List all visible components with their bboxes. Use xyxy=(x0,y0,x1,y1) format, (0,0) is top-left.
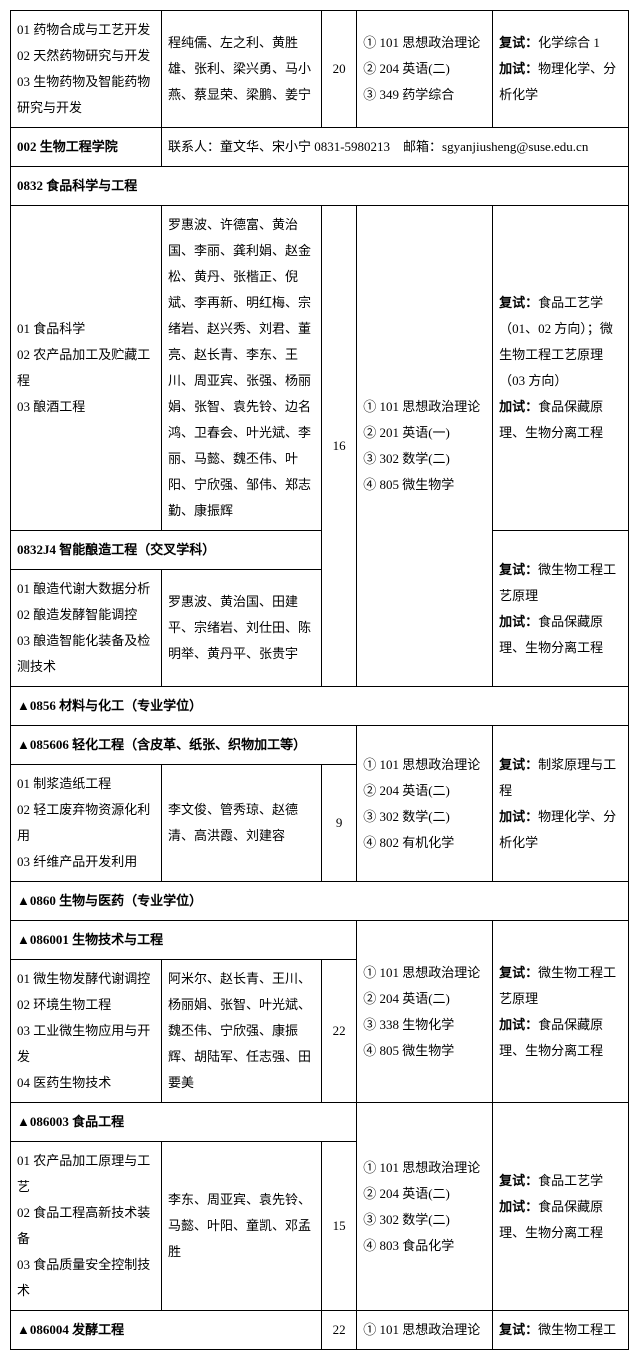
cell-text: ① 101 思想政治理论 xyxy=(363,1322,480,1337)
table-row: ▲0856 材料与化工（专业学位） xyxy=(11,687,629,726)
cell-text: ① 101 思想政治理论② 204 英语(二)③ 302 数学(二)④ 802 … xyxy=(363,757,480,850)
major-cell: ▲086004 发酵工程 xyxy=(11,1311,322,1350)
cell-text: 002 生物工程学院 xyxy=(17,139,118,154)
table-row: 002 生物工程学院 联系人：童文华、宋小宁 0831-5980213 邮箱：s… xyxy=(11,128,629,167)
cell-text: 李文俊、管秀琼、赵德清、高洪霞、刘建容 xyxy=(168,802,298,843)
faculty-cell: 罗惠波、许德富、黄治国、李丽、龚利娟、赵金松、黄丹、张楷正、倪斌、李再新、明红梅… xyxy=(161,206,321,531)
quota-cell: 20 xyxy=(322,11,357,128)
cell-text: ① 101 思想政治理论② 204 英语(二)③ 349 药学综合 xyxy=(363,35,480,102)
quota-cell: 22 xyxy=(322,960,357,1103)
major-cell: ▲086003 食品工程 xyxy=(11,1103,357,1142)
faculty-cell: 李文俊、管秀琼、赵德清、高洪霞、刘建容 xyxy=(161,765,321,882)
table-row: ▲085606 轻化工程（含皮革、纸张、织物加工等） ① 101 思想政治理论②… xyxy=(11,726,629,765)
retest-cell: 复试：制浆原理与工程加试：物理化学、分析化学 xyxy=(493,726,629,882)
subjects-cell: ① 101 思想政治理论② 204 英语(二)③ 302 数学(二)④ 803 … xyxy=(357,1103,493,1311)
cell-text: 复试：微生物工程工艺原理加试：食品保藏原理、生物分离工程 xyxy=(499,562,616,655)
cell-text: ① 101 思想政治理论② 201 英语(一)③ 302 数学(二)④ 805 … xyxy=(363,399,480,492)
cell-text: 01 微生物发酵代谢调控02 环境生物工程03 工业微生物应用与开发04 医药生… xyxy=(17,971,150,1090)
major-cell: ▲0860 生物与医药（专业学位） xyxy=(11,882,629,921)
major-cell: ▲0856 材料与化工（专业学位） xyxy=(11,687,629,726)
cell-text: 20 xyxy=(333,61,346,76)
table-row: ▲086001 生物技术与工程 ① 101 思想政治理论② 204 英语(二)③… xyxy=(11,921,629,960)
cell-text: 01 药物合成与工艺开发02 天然药物研究与开发03 生物药物及智能药物研究与开… xyxy=(17,22,150,115)
quota-cell: 16 xyxy=(322,206,357,687)
cell-text: 阿米尔、赵长青、王川、杨丽娟、张智、叶光斌、魏丕伟、宁欣强、康振辉、胡陆军、任志… xyxy=(168,971,311,1090)
table-row: 01 药物合成与工艺开发02 天然药物研究与开发03 生物药物及智能药物研究与开… xyxy=(11,11,629,128)
directions-cell: 01 药物合成与工艺开发02 天然药物研究与开发03 生物药物及智能药物研究与开… xyxy=(11,11,162,128)
subjects-cell: ① 101 思想政治理论② 204 英语(二)③ 338 生物化学④ 805 微… xyxy=(357,921,493,1103)
table-row: 0832J4 智能酿造工程（交叉学科） 复试：微生物工程工艺原理加试：食品保藏原… xyxy=(11,531,629,570)
cell-text: 01 酿造代谢大数据分析02 酿造发酵智能调控03 酿造智能化装备及检测技术 xyxy=(17,581,150,674)
directions-cell: 01 制浆造纸工程02 轻工废弃物资源化利用03 纤维产品开发利用 xyxy=(11,765,162,882)
program-table: 01 药物合成与工艺开发02 天然药物研究与开发03 生物药物及智能药物研究与开… xyxy=(10,10,629,1350)
cell-text: 01 制浆造纸工程02 轻工废弃物资源化利用03 纤维产品开发利用 xyxy=(17,776,150,869)
cell-text: 0832J4 智能酿造工程（交叉学科） xyxy=(17,542,215,557)
table-row: ▲086003 食品工程 ① 101 思想政治理论② 204 英语(二)③ 30… xyxy=(11,1103,629,1142)
cell-text: 李东、周亚宾、袁先铃、马懿、叶阳、童凯、邓孟胜 xyxy=(168,1192,311,1259)
subjects-cell: ① 101 思想政治理论② 204 英语(二)③ 302 数学(二)④ 802 … xyxy=(357,726,493,882)
cell-text: ▲086001 生物技术与工程 xyxy=(17,932,163,947)
contact-cell: 联系人：童文华、宋小宁 0831-5980213 邮箱：sgyanjiushen… xyxy=(161,128,628,167)
cell-text: 复试：微生物工程工 xyxy=(499,1322,616,1337)
major-cell: 0832 食品科学与工程 xyxy=(11,167,629,206)
cell-text: 复试：食品工艺学加试：食品保藏原理、生物分离工程 xyxy=(499,1173,603,1240)
cell-text: ▲0860 生物与医药（专业学位） xyxy=(17,893,202,908)
faculty-cell: 程纯儒、左之利、黄胜雄、张利、梁兴勇、马小燕、蔡显荣、梁鹏、姜宁 xyxy=(161,11,321,128)
quota-cell: 15 xyxy=(322,1142,357,1311)
cell-text: 9 xyxy=(336,815,343,830)
table-row: 01 食品科学02 农产品加工及贮藏工程03 酿酒工程 罗惠波、许德富、黄治国、… xyxy=(11,206,629,531)
retest-cell: 复试：化学综合 1加试：物理化学、分析化学 xyxy=(493,11,629,128)
table-row: 0832 食品科学与工程 xyxy=(11,167,629,206)
cell-text: ▲086004 发酵工程 xyxy=(17,1322,124,1337)
directions-cell: 01 农产品加工原理与工艺02 食品工程高新技术装备03 食品质量安全控制技术 xyxy=(11,1142,162,1311)
cell-text: 22 xyxy=(333,1023,346,1038)
cell-text: 复试：化学综合 1加试：物理化学、分析化学 xyxy=(499,35,616,102)
table-row: ▲0860 生物与医药（专业学位） xyxy=(11,882,629,921)
cell-text: 16 xyxy=(333,438,346,453)
table-row: ▲086004 发酵工程 22 ① 101 思想政治理论 复试：微生物工程工 xyxy=(11,1311,629,1350)
faculty-cell: 阿米尔、赵长青、王川、杨丽娟、张智、叶光斌、魏丕伟、宁欣强、康振辉、胡陆军、任志… xyxy=(161,960,321,1103)
subjects-cell: ① 101 思想政治理论② 201 英语(一)③ 302 数学(二)④ 805 … xyxy=(357,206,493,687)
cell-text: 罗惠波、黄治国、田建平、宗绪岩、刘仕田、陈明举、黄丹平、张贵宇 xyxy=(168,594,311,661)
retest-cell: 复试：食品工艺学加试：食品保藏原理、生物分离工程 xyxy=(493,1103,629,1311)
retest-cell: 复试：微生物工程工 xyxy=(493,1311,629,1350)
retest-cell: 复试：微生物工程工艺原理加试：食品保藏原理、生物分离工程 xyxy=(493,921,629,1103)
cell-text: 程纯儒、左之利、黄胜雄、张利、梁兴勇、马小燕、蔡显荣、梁鹏、姜宁 xyxy=(168,35,311,102)
cell-text: ▲086003 食品工程 xyxy=(17,1114,124,1129)
subjects-cell: ① 101 思想政治理论② 204 英语(二)③ 349 药学综合 xyxy=(357,11,493,128)
major-cell: ▲085606 轻化工程（含皮革、纸张、织物加工等） xyxy=(11,726,357,765)
subjects-cell: ① 101 思想政治理论 xyxy=(357,1311,493,1350)
faculty-cell: 罗惠波、黄治国、田建平、宗绪岩、刘仕田、陈明举、黄丹平、张贵宇 xyxy=(161,570,321,687)
cell-text: 复试：微生物工程工艺原理加试：食品保藏原理、生物分离工程 xyxy=(499,965,616,1058)
cell-text: 联系人：童文华、宋小宁 0831-5980213 邮箱：sgyanjiushen… xyxy=(168,139,588,154)
cell-text: 22 xyxy=(333,1322,346,1337)
cell-text: ① 101 思想政治理论② 204 英语(二)③ 302 数学(二)④ 803 … xyxy=(363,1160,480,1253)
cell-text: 0832 食品科学与工程 xyxy=(17,178,137,193)
cell-text: 罗惠波、许德富、黄治国、李丽、龚利娟、赵金松、黄丹、张楷正、倪斌、李再新、明红梅… xyxy=(168,217,311,518)
quota-cell: 22 xyxy=(322,1311,357,1350)
retest-cell: 复试：食品工艺学（01、02 方向）；微生物工程工艺原理（03 方向）加试：食品… xyxy=(493,206,629,531)
retest-cell: 复试：微生物工程工艺原理加试：食品保藏原理、生物分离工程 xyxy=(493,531,629,687)
directions-cell: 01 微生物发酵代谢调控02 环境生物工程03 工业微生物应用与开发04 医药生… xyxy=(11,960,162,1103)
quota-cell: 9 xyxy=(322,765,357,882)
cell-text: 15 xyxy=(333,1218,346,1233)
cell-text: ① 101 思想政治理论② 204 英语(二)③ 338 生物化学④ 805 微… xyxy=(363,965,480,1058)
dept-cell: 002 生物工程学院 xyxy=(11,128,162,167)
directions-cell: 01 食品科学02 农产品加工及贮藏工程03 酿酒工程 xyxy=(11,206,162,531)
cell-text: ▲0856 材料与化工（专业学位） xyxy=(17,698,202,713)
cell-text: 复试：制浆原理与工程加试：物理化学、分析化学 xyxy=(499,757,616,850)
major-cell: ▲086001 生物技术与工程 xyxy=(11,921,357,960)
cell-text: 复试：食品工艺学（01、02 方向）；微生物工程工艺原理（03 方向）加试：食品… xyxy=(499,295,613,440)
cell-text: 01 食品科学02 农产品加工及贮藏工程03 酿酒工程 xyxy=(17,321,150,414)
directions-cell: 01 酿造代谢大数据分析02 酿造发酵智能调控03 酿造智能化装备及检测技术 xyxy=(11,570,162,687)
major-cell: 0832J4 智能酿造工程（交叉学科） xyxy=(11,531,322,570)
cell-text: 01 农产品加工原理与工艺02 食品工程高新技术装备03 食品质量安全控制技术 xyxy=(17,1153,150,1298)
cell-text: ▲085606 轻化工程（含皮革、纸张、织物加工等） xyxy=(17,737,306,752)
faculty-cell: 李东、周亚宾、袁先铃、马懿、叶阳、童凯、邓孟胜 xyxy=(161,1142,321,1311)
